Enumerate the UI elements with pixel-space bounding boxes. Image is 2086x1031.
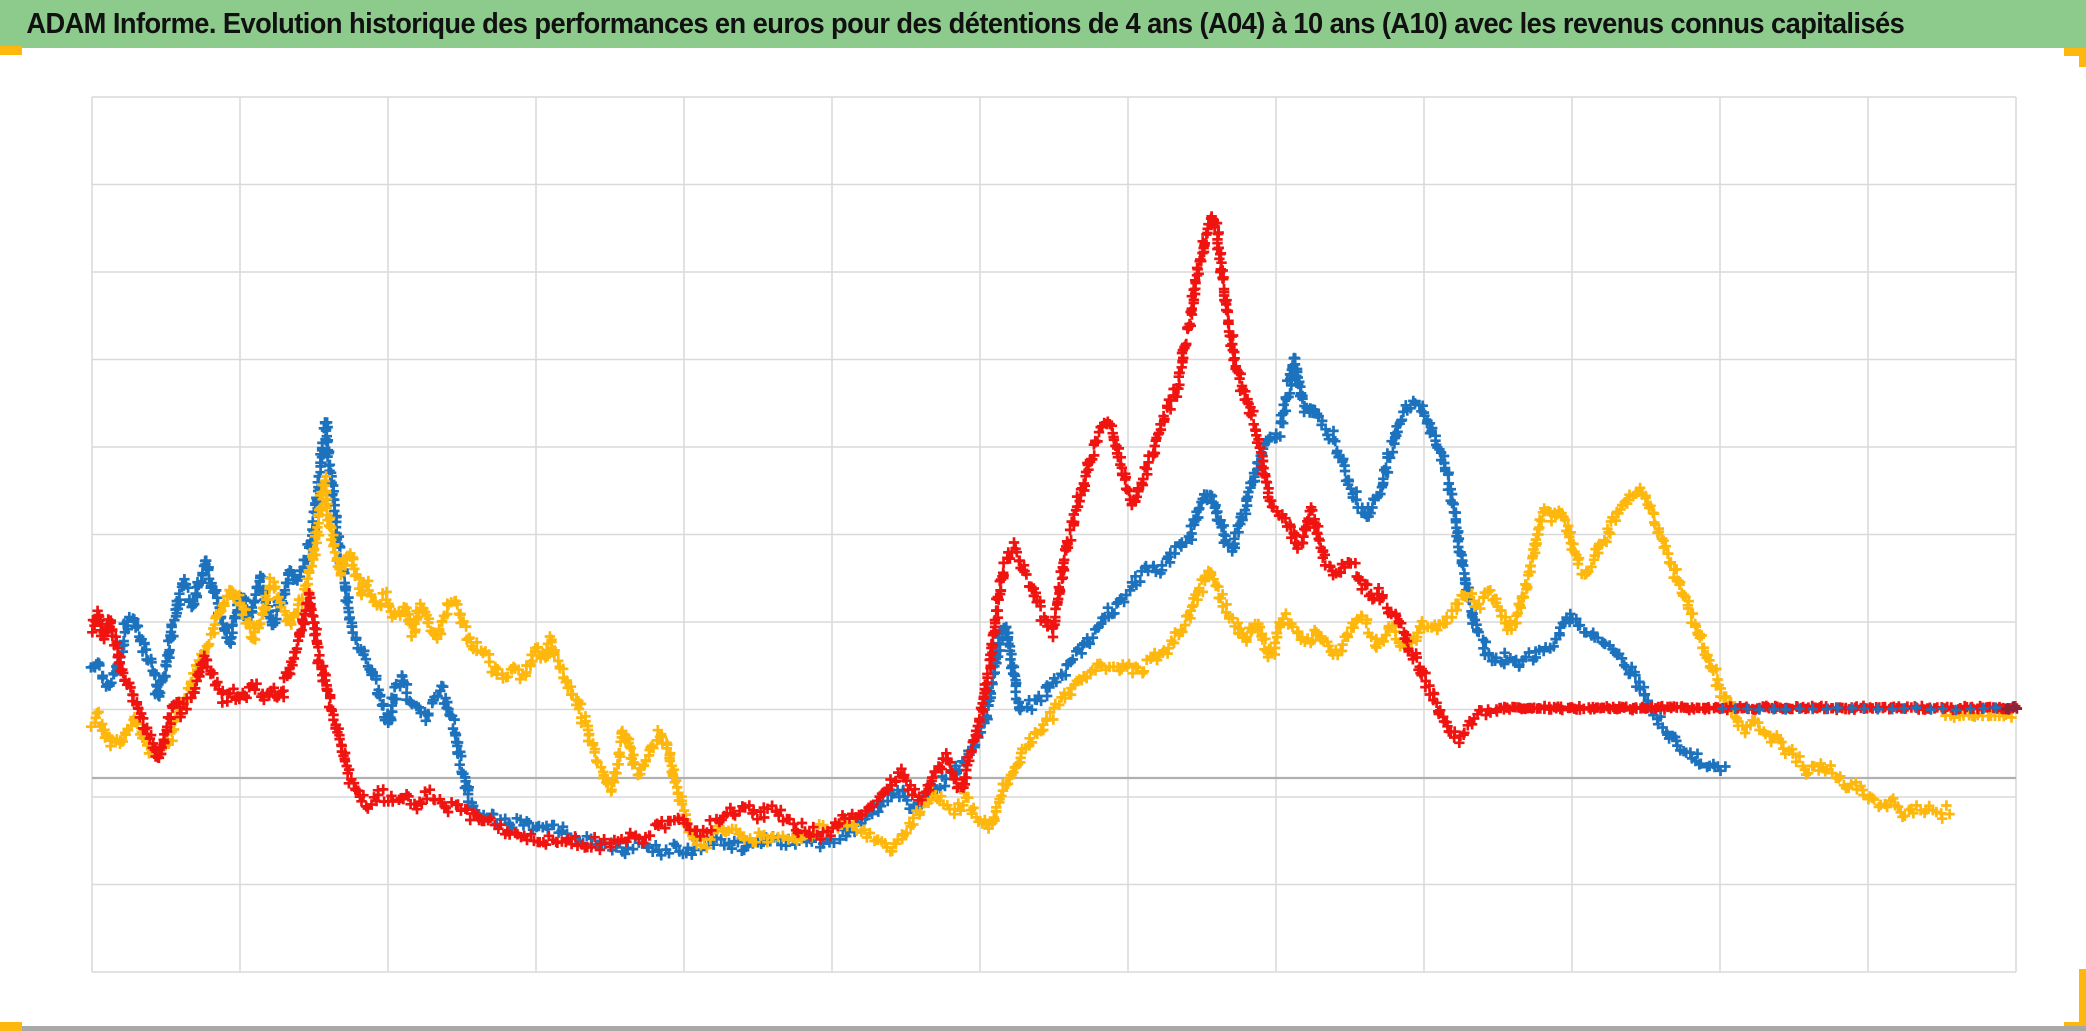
series-red-series [87,211,1503,856]
series-gold-final-flat [1940,709,2017,723]
corner-accent-top-right-horizontal [2064,48,2086,56]
corner-accent-bottom-right-vertical [2079,969,2086,1026]
series-markers-gold-series [85,471,1955,857]
series-markers-red-series [87,211,1503,856]
corner-accent-bottom-left [0,1022,22,1031]
series-red-line-end-cap [2001,701,2023,715]
series-markers-blue-final-flat [1716,702,2013,716]
series-blue-final-flat [1716,702,2013,716]
series-gold-series [85,471,1955,857]
plot-gridlines [91,96,2017,973]
corner-accent-top-left [0,46,22,55]
corner-accent-top-right-vertical [2079,48,2086,67]
bottom-strip [0,1026,2086,1031]
page-title: ADAM Informe. Evolution historique des p… [26,7,1905,40]
title-bar: ADAM Informe. Evolution historique des p… [0,0,2086,48]
series-markers-gold-final-flat [1940,709,2017,723]
series-markers-red-line-end-cap [2001,701,2023,715]
